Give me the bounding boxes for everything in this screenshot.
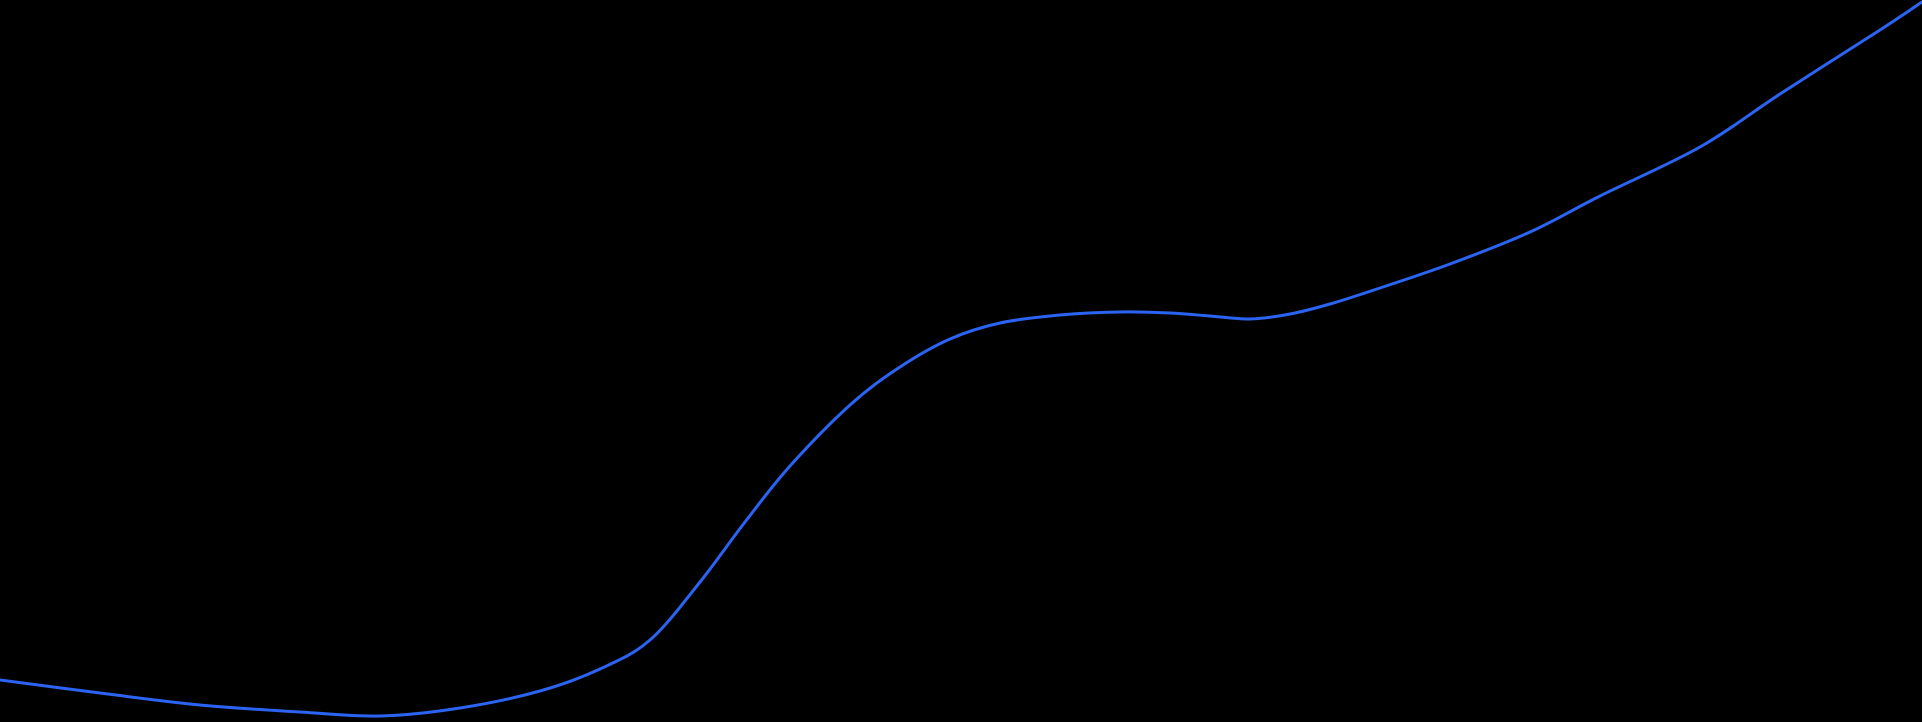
trend-curve-line [0,0,1922,718]
chart-canvas [0,0,1922,718]
line-chart-svg [0,0,1922,718]
